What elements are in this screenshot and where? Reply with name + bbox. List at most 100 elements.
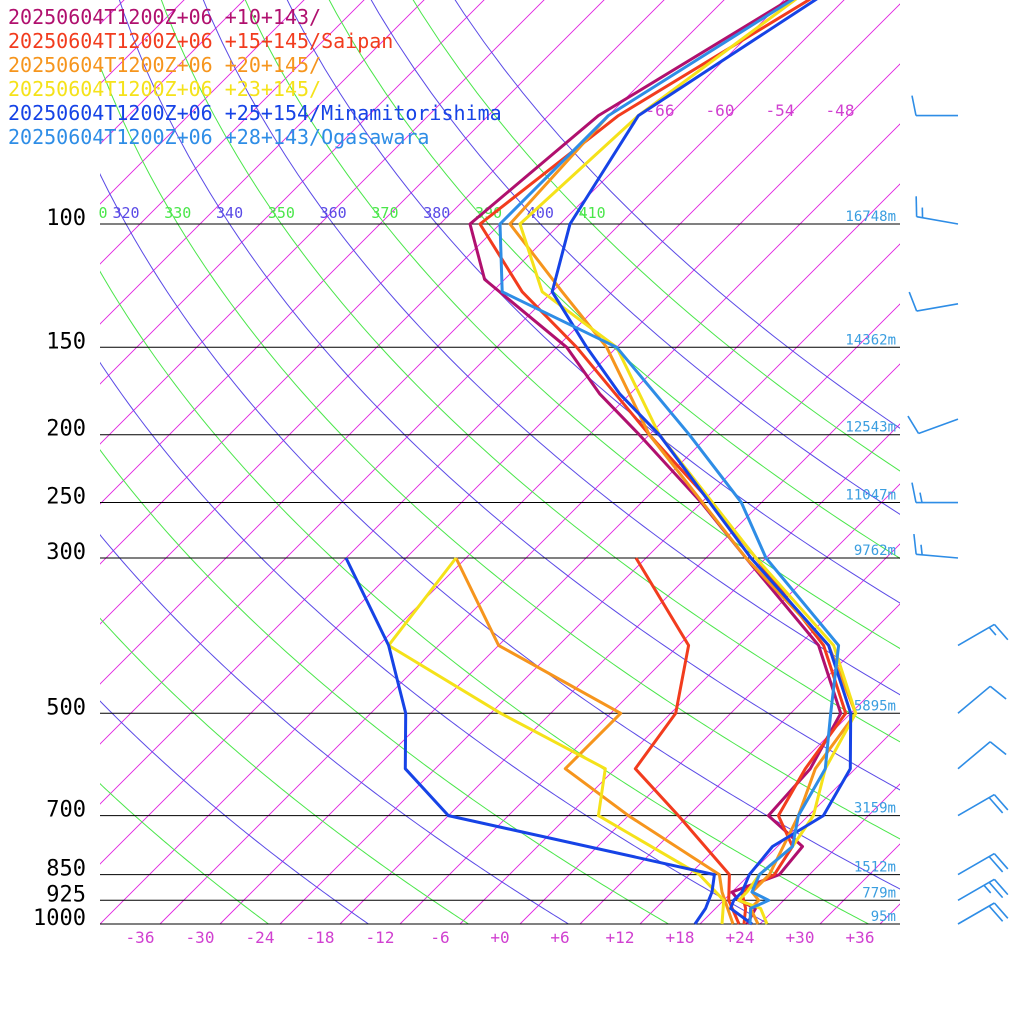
theta-label: 330 — [164, 204, 191, 222]
temperature-tick-label: +18 — [666, 928, 695, 947]
upper-temperature-tick-label: -60 — [706, 101, 735, 120]
pressure-label: 500 — [46, 695, 86, 720]
isotherm-line — [100, 63, 900, 865]
dry-adiabat-line — [370, 0, 900, 515]
sounding-temperature-line — [518, 0, 858, 925]
temperature-tick-label: -24 — [246, 928, 275, 947]
temperature-tick-label: +36 — [846, 928, 875, 947]
isotherm-line — [100, 0, 785, 685]
height-label: 12543m — [845, 420, 896, 436]
height-label: 1512m — [854, 860, 896, 876]
isotherm-line — [100, 123, 900, 924]
dry-adiabat-grid — [100, 0, 900, 924]
sounding-temperature-line — [468, 0, 843, 925]
pressure-label: 850 — [46, 857, 86, 882]
height-label: 95m — [871, 909, 896, 925]
temperature-tick-label: +0 — [490, 928, 509, 947]
upper-temperature-tick-label: -54 — [766, 101, 795, 120]
pressure-label: 200 — [46, 417, 86, 442]
isotherm-line — [339, 363, 900, 924]
pressure-label: 250 — [46, 485, 86, 510]
wind-barb — [957, 878, 1009, 901]
theta-label: 350 — [268, 204, 295, 222]
isotherm-line — [100, 0, 725, 625]
dry-adiabat-line — [100, 361, 769, 924]
dry-adiabat-line — [160, 0, 900, 743]
theta-label: 0 — [98, 204, 107, 222]
pressure-label: 925 — [46, 882, 86, 907]
wind-barb — [908, 291, 959, 312]
temperature-tick-label: -6 — [430, 928, 449, 947]
sounding-dewpoint-line — [387, 557, 726, 925]
dry-adiabat-line — [412, 0, 900, 472]
legend-entry: 20250604T1200Z+06 +23+145/ — [8, 77, 321, 101]
temperature-tick-label: +12 — [606, 928, 635, 947]
pressure-label: 1000 — [33, 906, 86, 931]
upper-temperature-tick-label: -66 — [646, 101, 675, 120]
dry-adiabat-line — [100, 534, 569, 924]
wind-barb — [957, 741, 1007, 770]
sounding-temperature-line — [498, 0, 841, 925]
height-label: 3159m — [854, 801, 896, 817]
isotherm-line — [219, 243, 900, 924]
legend-entry: 20250604T1200Z+06 +10+143/ — [8, 5, 321, 29]
isotherm-line — [819, 843, 900, 924]
dry-adiabat-line — [454, 0, 900, 429]
sounding-temperature-line — [550, 0, 853, 926]
dry-adiabat-line — [100, 270, 869, 924]
height-label: 11047m — [845, 488, 896, 504]
wind-barb — [957, 623, 1009, 647]
theta-label: 380 — [423, 204, 450, 222]
legend-entry: 20250604T1200Z+06 +20+145/ — [8, 53, 321, 77]
height-label: 5895m — [854, 698, 896, 714]
height-label: 779m — [862, 885, 896, 901]
wind-barb — [911, 95, 958, 117]
wind-barb — [957, 852, 1009, 876]
wind-barb — [957, 793, 1009, 817]
isotherm-line — [100, 0, 665, 565]
sounding-series — [344, 0, 858, 926]
sounding-temperature-line — [478, 0, 848, 925]
temperature-tick-label: -12 — [366, 928, 395, 947]
pressure-label: 700 — [46, 798, 86, 823]
dry-adiabat-line — [100, 449, 669, 924]
isotherm-line — [100, 0, 605, 505]
dry-adiabat-line — [202, 0, 900, 696]
dry-adiabat-line — [100, 700, 369, 924]
temperature-tick-label: +30 — [786, 928, 815, 947]
sounding-dewpoint-line — [454, 557, 735, 925]
wind-barb — [907, 415, 959, 435]
legend-entry: 20250604T1200Z+06 +28+143/Ogasawara — [8, 125, 429, 149]
dry-adiabat-line — [100, 783, 269, 924]
isotherm-line — [279, 303, 900, 924]
pressure-label: 300 — [46, 540, 86, 565]
theta-label: 360 — [320, 204, 347, 222]
isotherm-line — [879, 903, 900, 924]
dry-adiabat-line — [244, 0, 900, 650]
theta-label: 400 — [527, 204, 554, 222]
dry-adiabat-line — [118, 0, 900, 791]
wind-barb — [957, 685, 1007, 714]
isotherm-line — [399, 423, 900, 924]
pressure-label: 100 — [46, 206, 86, 231]
sounding-dewpoint-line — [344, 557, 716, 925]
theta-label: 370 — [371, 204, 398, 222]
height-label: 9762m — [854, 543, 896, 559]
theta-label: 340 — [216, 204, 243, 222]
upper-temperature-tick-label: -48 — [826, 101, 855, 120]
isotherm-line — [519, 543, 900, 924]
isotherm-line — [639, 663, 900, 924]
isotherm-line — [100, 0, 845, 745]
temperature-tick-label: +24 — [726, 928, 755, 947]
temperature-tick-label: -18 — [306, 928, 335, 947]
pressure-grid — [100, 223, 900, 925]
wind-barb — [915, 196, 959, 225]
pressure-label: 150 — [46, 329, 86, 354]
isotherm-line — [459, 483, 900, 924]
theta-label: 410 — [579, 204, 606, 222]
isotherm-line — [100, 0, 545, 445]
theta-label: 320 — [112, 204, 139, 222]
axis-labels: 100 16748m 150 14362m 200 12543m 250 11047m 300 9… — [33, 101, 896, 947]
isotherm-line — [100, 0, 485, 385]
